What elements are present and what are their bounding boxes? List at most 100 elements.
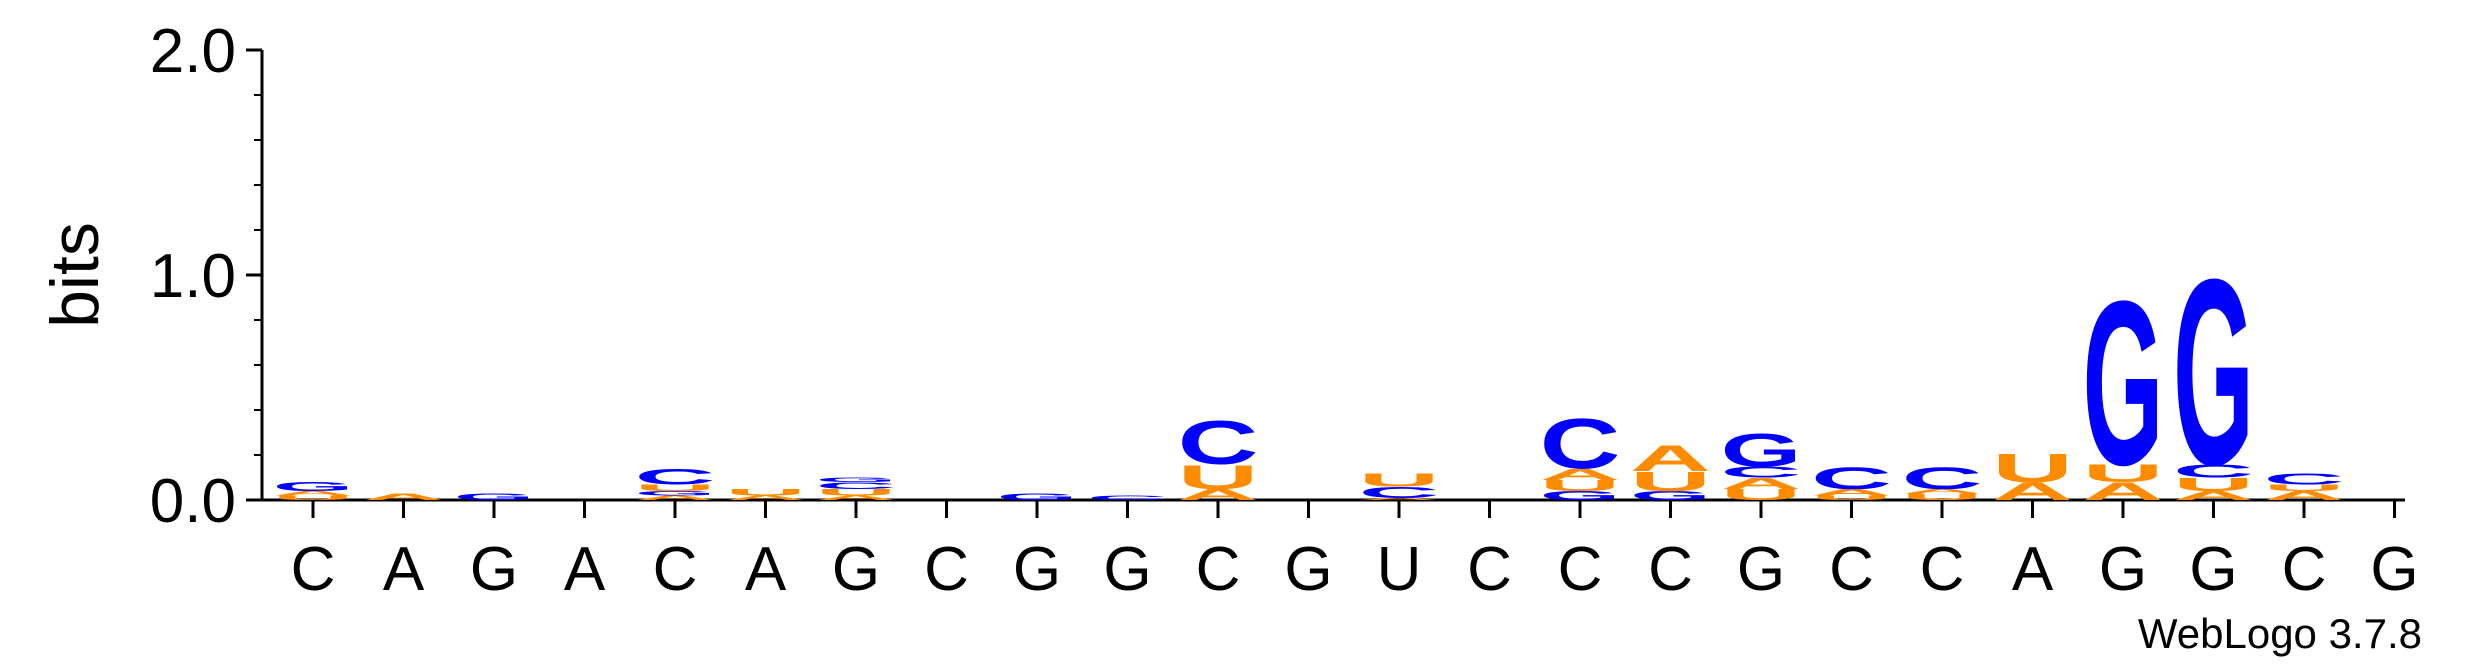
x-tick-label: C [924,535,969,604]
logo-column: AU [1992,445,2073,505]
logo-letter-g: G [1630,489,1711,503]
logo-column: AUC [2264,470,2345,502]
logo-letter-a: A [1178,486,1259,503]
x-tick-label: G [832,535,880,604]
y-tick-label: 1.0 [150,242,236,311]
logo-letter-g: G [1721,424,1802,476]
logo-letter-u: U [1811,494,1892,501]
x-tick-label: C [1558,535,1603,604]
logo-letter-u: U [1721,486,1802,503]
x-tick-label: C [1648,535,1693,604]
logo-letter-g: G [2083,253,2164,514]
logo-letter-u: U [635,483,716,494]
logo-column: C [1087,494,1168,501]
logo-letter-a: A [2264,489,2345,503]
x-tick-label: G [1013,535,1061,604]
x-tick-label: C [1467,535,1512,604]
logo-letter-a: A [2083,478,2164,506]
y-tick-label: 2.0 [150,17,236,86]
logo-letter-c: C [1178,408,1259,478]
logo-letter-u: U [2264,483,2345,494]
logo-letter-u: U [1902,492,1983,503]
logo-letter-a: A [273,490,354,497]
x-tick-label: G [470,535,518,604]
x-tick-label: C [1829,535,1874,604]
logo-letter-g: G [997,491,1078,502]
logo-letter-a: A [1721,475,1802,492]
logo-letter-u: U [1540,477,1621,494]
logo-column: AU [725,487,806,501]
logo-letter-a: A [2173,489,2254,503]
logo-column: GUA [1630,437,1711,503]
x-tick-label: A [745,535,787,604]
logo-column: AUC [1178,408,1259,503]
logo-letter-u: U [725,487,806,498]
y-ticks: 0.0 1.0 2.0 [150,17,262,536]
logo-letter-g: G [635,490,716,497]
logo-letter-a: A [1902,488,1983,495]
logo-column: G [454,491,535,502]
x-tick-label: A [383,535,425,604]
logo-letter-u: U [1630,466,1711,497]
logo-letter-a: A [725,494,806,501]
logo-letter-c: C [635,465,716,489]
logo-letter-a: A [816,494,897,501]
logo-letter-u: U [816,487,897,498]
logo-letter-a: A [1811,487,1892,498]
logo-column: A [363,492,444,503]
logo-letter-c: C [1359,484,1440,501]
x-tick-label: C [1920,535,1965,604]
y-tick-label: 0.0 [150,467,236,536]
x-tick-label: G [2189,535,2237,604]
logo-letter-g: G [1540,489,1621,503]
logo-letter-g: G [273,480,354,494]
logo-letter-u: U [2173,474,2254,495]
logo-letter-u: U [273,494,354,501]
logo-letter-u: U [2083,460,2164,488]
x-tick-label: C [1196,535,1241,604]
x-tick-label: G [1737,535,1785,604]
logo-letter-u: U [1178,458,1259,497]
logo-letter-g: G [454,491,535,502]
logo-letter-c: C [1721,463,1802,480]
weblogo-version-label: WebLogo 3.7.8 [2138,610,2422,657]
x-tick-label: U [1377,535,1422,604]
logo-column: UAG [273,480,354,502]
x-tick-label: G [1103,535,1151,604]
x-tick-label: G [1284,535,1332,604]
x-tick-label: C [2282,535,2327,604]
x-tick-label: G [2099,535,2147,604]
logo-letter-a: A [1359,497,1440,501]
logo-letter-g: G [2173,223,2254,521]
logo-column: AUG [2083,253,2164,514]
x-tick-label: A [2012,535,2054,604]
logo-column: UAC [1811,461,1892,501]
x-tick-label: C [291,535,336,604]
logo-letter-c: C [1811,461,1892,496]
logo-letter-a: A [635,494,716,501]
logo-letter-a: A [1540,466,1621,483]
logo-letter-u: U [1359,470,1440,491]
logo-letter-a: A [363,492,444,503]
y-axis-label: bits [37,222,113,328]
logo-letter-c: C [2173,461,2254,482]
logo-letter-u: U [1992,445,2073,490]
logo-column: ACU [1359,470,1440,501]
logo-letter-c: C [2264,470,2345,487]
x-tick-label: C [653,535,698,604]
x-tick-label: A [564,535,606,604]
logo-letter-c: C [1087,494,1168,501]
logo-column: G [997,491,1078,502]
logo-letter-a: A [1630,437,1711,479]
logo-letter-c: C [816,480,897,491]
logo-letter-a: A [1992,478,2073,506]
logo-letter-c: C [1902,461,1983,496]
